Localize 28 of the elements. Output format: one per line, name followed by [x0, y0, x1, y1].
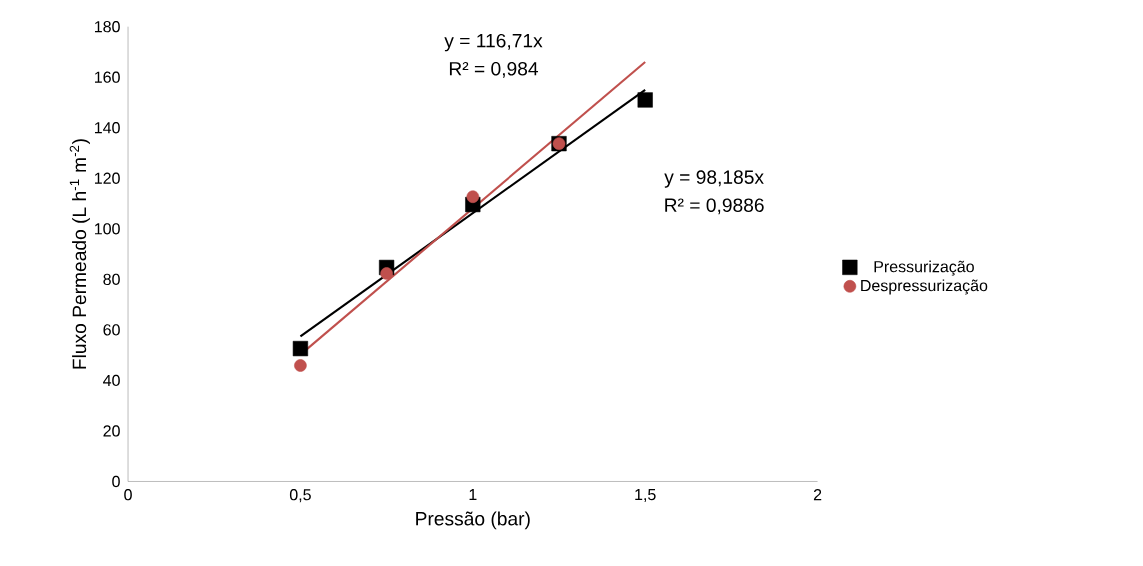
y-tick-label: 120	[94, 172, 120, 185]
y-tick-label: 40	[103, 375, 120, 387]
annotation: y = 98,185x	[664, 170, 764, 188]
y-tick-label: 20	[103, 425, 120, 437]
point	[466, 190, 480, 204]
y-tick-label: 100	[94, 223, 120, 235]
y-tick-label: 180	[94, 21, 120, 33]
legend-label: Pressurização	[874, 260, 974, 276]
point	[292, 341, 309, 357]
annotation: R² = 0,9886	[665, 198, 764, 215]
x-axis-title: Pressão (bar)	[416, 511, 530, 530]
x-tick-label: 2	[813, 489, 822, 501]
x-tick-label: 0,5	[289, 489, 311, 503]
x-tick-label: 1	[469, 489, 477, 501]
y-axis-title: Fluxo Permeado (L h$^{-1}$ m$^{-2}$)	[69, 139, 90, 369]
legend-label: Despressurização	[861, 279, 988, 295]
y-tick-label: 140	[94, 122, 120, 134]
y-tick-label: 80	[103, 273, 120, 286]
y-tick-label: 0	[112, 476, 120, 488]
annotation: y = 116,71x	[444, 34, 543, 52]
y-tick-label: 160	[94, 71, 120, 84]
x-tick-label: 0	[124, 489, 132, 501]
point	[637, 92, 653, 108]
point	[380, 267, 393, 281]
x-tick-label: 1,5	[635, 489, 656, 503]
annotation: R² = 0,984	[449, 62, 539, 79]
y-tick-label: 60	[103, 324, 120, 336]
point	[294, 359, 307, 373]
